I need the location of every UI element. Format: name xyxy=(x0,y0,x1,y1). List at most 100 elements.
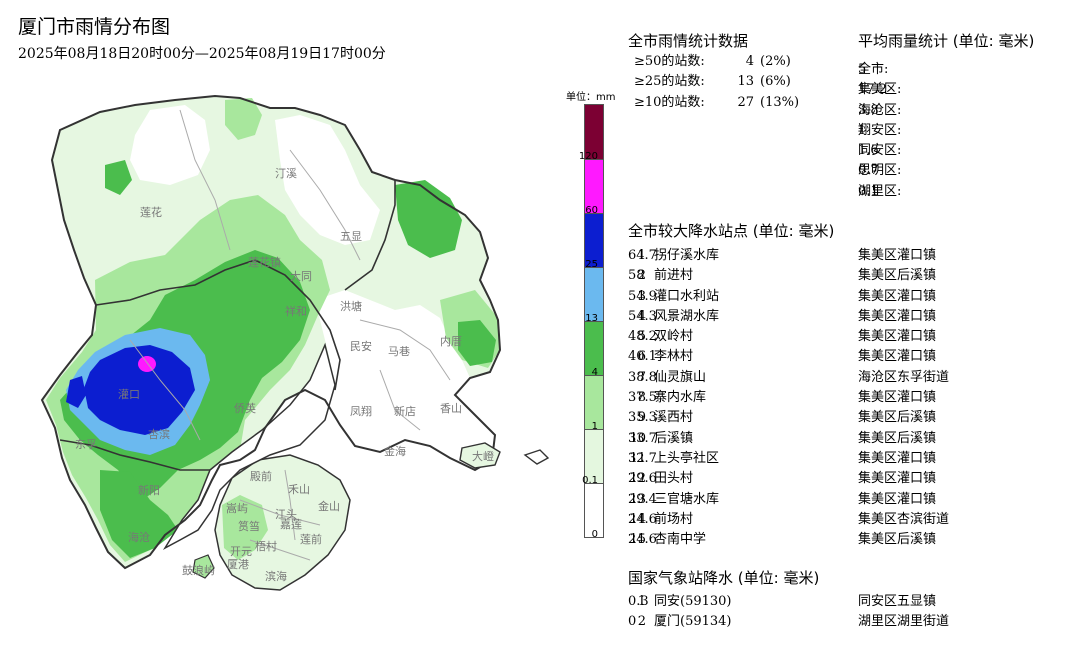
avg-row: 湖里区: 0.1 xyxy=(858,182,1010,202)
avg-label: 思明区: xyxy=(858,163,902,179)
station-rank: 8 xyxy=(637,390,646,406)
rainfall-map[interactable]: 汀溪 莲花 五显 莲花镇 大同 祥和 洪塘 民安 马巷 内厝 灌口 杏滨 侨英 … xyxy=(0,85,550,625)
national-title: 国家气象站降水 (单位: 毫米) xyxy=(628,569,820,587)
station-row: 7 仙灵旗山 海沧区东孚街道 38.8 xyxy=(628,368,1008,388)
stat-count: 4 xyxy=(745,54,754,69)
legend-unit: 单位：mm xyxy=(566,92,616,103)
place-label: 莲前 xyxy=(300,532,322,546)
place-label: 凤翔 xyxy=(350,404,372,418)
place-label: 梧村 xyxy=(255,539,277,553)
station-name: 前场村 xyxy=(654,511,694,527)
station-value: 33.7 xyxy=(628,430,657,446)
station-row: 13 三官塘水库 集美区灌口镇 29.4 xyxy=(628,490,1008,510)
station-row: 1 拐仔溪水库 集美区灌口镇 64.7 xyxy=(628,246,1008,266)
place-label: 内厝 xyxy=(440,334,462,348)
station-name: 双岭村 xyxy=(654,329,694,345)
station-rank: 15 xyxy=(629,532,646,548)
station-name: 田头村 xyxy=(654,471,694,487)
avg-label: 海沧区: xyxy=(858,102,902,118)
station-value: 24.6 xyxy=(628,532,657,548)
station-area: 集美区灌口镇 xyxy=(858,248,937,263)
station-name: 仙灵旗山 xyxy=(654,369,707,385)
place-label: 江头 xyxy=(275,508,297,521)
small-island xyxy=(523,449,550,465)
station-name: 李林村 xyxy=(654,349,694,365)
station-name: 后溪镇 xyxy=(654,430,694,446)
station-area: 同安区五显镇 xyxy=(858,594,937,609)
station-value: 48.2 xyxy=(628,329,657,345)
place-label: 灌口 xyxy=(118,388,140,401)
place-label: 厦港 xyxy=(227,558,249,571)
station-name: 同安(59130) xyxy=(654,594,732,609)
station-name: 溪西村 xyxy=(654,410,694,426)
stats-row: ≥50的站数: 4 (2%) xyxy=(634,52,804,72)
station-rank: 6 xyxy=(637,349,646,365)
place-label: 嘉莲 xyxy=(280,517,302,531)
station-rank: 12 xyxy=(629,471,646,487)
sea-channel xyxy=(162,342,336,550)
place-label: 五显 xyxy=(340,230,362,243)
station-area: 集美区灌口镇 xyxy=(858,390,937,406)
station-value: 0 xyxy=(628,614,637,630)
national-station-table: 1 同安(59130) 同安区五显镇 0.3 2 厦门(59134) 湖里区湖里街道 0 xyxy=(628,592,1008,633)
place-labels: 汀溪 莲花 五显 莲花镇 大同 祥和 洪塘 民安 马巷 内厝 灌口 杏滨 侨英 … xyxy=(75,167,494,583)
legend-tick-label: 4 xyxy=(591,367,598,378)
station-value: 54.9 xyxy=(628,288,657,304)
station-rank: 10 xyxy=(629,430,646,446)
legend-tick-label: 0 xyxy=(591,529,598,540)
zero-zone-northwest xyxy=(130,105,210,185)
place-label: 洪塘 xyxy=(340,299,362,313)
station-area: 集美区杏滨街道 xyxy=(858,511,950,527)
station-rank: 11 xyxy=(629,450,646,466)
station-name: 上头亭社区 xyxy=(654,450,720,466)
place-label: 海沧 xyxy=(128,530,150,544)
place-label: 民安 xyxy=(350,339,372,353)
place-label: 香山 xyxy=(440,402,462,415)
district-borders xyxy=(59,180,396,471)
legend-tick-label: 0.1 xyxy=(582,475,598,486)
legend-tick-label: 1 xyxy=(591,421,598,432)
station-value: 40.1 xyxy=(628,349,657,365)
station-value: 32.7 xyxy=(628,450,657,466)
avg-label: 集美区: xyxy=(858,82,902,98)
station-name: 寨内水库 xyxy=(654,390,707,406)
place-label: 殿前 xyxy=(250,469,272,483)
avg-value: 17.2 xyxy=(858,82,887,98)
stat-pct: (2%) xyxy=(760,54,791,69)
rain-band-25-60 xyxy=(84,345,195,435)
rain-band-60-120 xyxy=(138,356,156,372)
station-name: 前进村 xyxy=(654,268,694,284)
place-label: 嵩屿 xyxy=(226,502,248,515)
station-name: 风景湖水库 xyxy=(654,308,720,324)
place-label: 筼筜 xyxy=(238,519,260,533)
station-area: 集美区后溪镇 xyxy=(858,430,937,446)
avg-label: 翔安区: xyxy=(858,122,902,138)
avg-value: 1 xyxy=(858,122,867,138)
station-value: 35.3 xyxy=(628,410,657,426)
avg-row: 思明区: 0.7 xyxy=(858,161,1010,181)
town-borders xyxy=(129,109,451,561)
stat-count: 27 xyxy=(737,94,754,110)
page-title: 厦门市雨情分布图 xyxy=(18,16,171,38)
station-rank: 5 xyxy=(637,329,646,345)
place-label: 金山 xyxy=(318,499,340,513)
place-label: 开元 xyxy=(230,545,252,558)
stat-label: ≥50的站数: xyxy=(634,54,705,69)
gulangyu-island xyxy=(192,554,215,579)
rainfall-legend: 单位：mm 0 0.1 1 4 13 25 60 120 xyxy=(560,88,620,548)
station-name: 拐仔溪水库 xyxy=(654,248,720,263)
station-area: 集美区后溪镇 xyxy=(858,410,937,426)
stat-label: ≥25的站数: xyxy=(634,74,705,90)
station-row: 6 李林村 集美区灌口镇 40.1 xyxy=(628,347,1008,367)
station-row: 5 双岭村 集美区灌口镇 48.2 xyxy=(628,327,1008,347)
legend-swatch xyxy=(584,104,604,160)
station-value: 64.7 xyxy=(628,248,657,263)
station-rank: 2 xyxy=(637,268,646,284)
heavy-title: 全市较大降水站点 (单位: 毫米) xyxy=(628,222,835,240)
station-area: 集美区灌口镇 xyxy=(858,491,937,507)
rain-band-4-13-east xyxy=(458,320,496,366)
station-rank: 3 xyxy=(637,288,646,304)
zero-zone-north xyxy=(275,115,380,245)
stat-count: 13 xyxy=(737,74,754,90)
stat-pct: (13%) xyxy=(760,94,800,110)
